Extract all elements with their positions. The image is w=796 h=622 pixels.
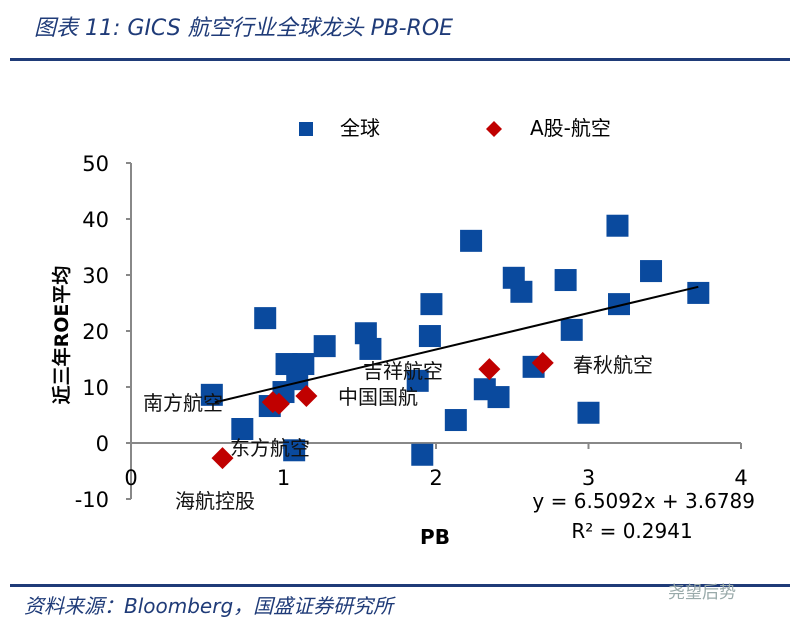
y-tick-label: 0 xyxy=(96,432,109,456)
point-label: 东方航空 xyxy=(230,436,310,460)
y-tick-label: 30 xyxy=(82,264,109,288)
y-axis-title: 近三年ROE平均 xyxy=(50,266,73,405)
ashare-point xyxy=(211,447,234,470)
legend-diamond-marker xyxy=(486,121,502,137)
global-point xyxy=(283,439,306,462)
global-point xyxy=(418,325,441,348)
point-label: 吉祥航空 xyxy=(363,359,443,383)
x-tick-label: 4 xyxy=(734,466,747,490)
global-point xyxy=(292,353,315,376)
legend-label-global: 全球 xyxy=(340,116,380,140)
chart-title: 图表 11: GICS 航空行业全球龙头 PB-ROE xyxy=(34,16,454,41)
global-point xyxy=(554,269,577,292)
global-point xyxy=(254,307,277,330)
point-label: 中国国航 xyxy=(338,385,418,409)
global-point xyxy=(231,418,254,440)
global-point xyxy=(359,337,382,360)
r-squared: R² = 0.2941 xyxy=(571,519,692,543)
point-label: 南方航空 xyxy=(143,391,223,415)
trend-line xyxy=(214,285,699,404)
global-point xyxy=(460,229,483,252)
footer-divider xyxy=(10,584,790,587)
global-point xyxy=(606,214,629,237)
global-point xyxy=(313,335,336,358)
y-tick-label: 40 xyxy=(82,208,109,232)
global-point xyxy=(406,369,429,392)
y-tick-label: 10 xyxy=(82,376,109,400)
watermark: 尧望后势 xyxy=(668,583,736,603)
global-point xyxy=(687,281,710,304)
ashare-point xyxy=(267,392,290,415)
point-label: 海航控股 xyxy=(175,489,255,513)
global-point xyxy=(420,293,443,316)
global-point xyxy=(487,386,510,409)
ashare-point xyxy=(531,351,554,374)
x-tick-label: 0 xyxy=(124,466,137,490)
global-point xyxy=(608,293,630,316)
x-tick-label: 1 xyxy=(277,466,290,490)
x-axis-title: PB xyxy=(420,525,450,549)
point-label: 春秋航空 xyxy=(573,353,653,377)
y-tick-label: -10 xyxy=(75,488,109,512)
x-tick-label: 2 xyxy=(429,466,442,490)
global-point xyxy=(411,443,434,466)
global-point xyxy=(200,383,223,406)
y-tick-label: 50 xyxy=(82,152,109,176)
title-divider xyxy=(10,58,790,61)
legend-label-ashare: A股-航空 xyxy=(530,116,611,140)
ashare-point xyxy=(295,384,318,407)
global-point xyxy=(560,318,583,341)
global-point xyxy=(640,260,663,283)
global-point xyxy=(444,409,467,432)
global-point xyxy=(510,280,533,303)
legend-square-marker xyxy=(299,122,313,136)
x-tick-label: 3 xyxy=(582,466,595,490)
trend-equation: y = 6.5092x + 3.6789 xyxy=(532,489,755,513)
source-note: 资料来源：Bloomberg，国盛证券研究所 xyxy=(24,594,394,618)
ashare-point xyxy=(478,358,501,381)
global-point xyxy=(577,401,600,424)
y-tick-label: 20 xyxy=(82,320,109,344)
